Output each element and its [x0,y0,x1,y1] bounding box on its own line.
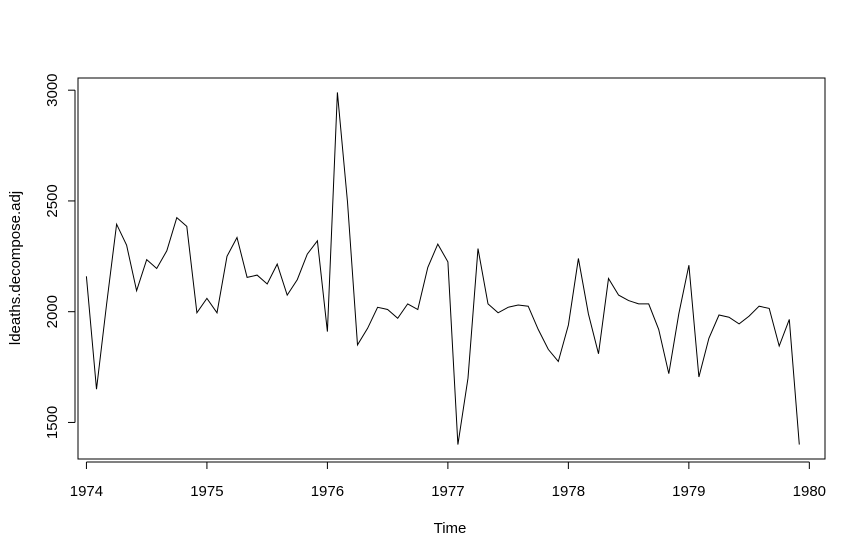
y-axis-label: ldeaths.decompose.adj [7,191,24,345]
y-tick-label: 2500 [44,184,61,217]
x-tick-label: 1975 [190,483,223,500]
y-tick-label: 3000 [44,73,61,106]
x-tick-label: 1979 [672,483,705,500]
x-axis: 1974 1975 1976 1977 1978 1979 1980 [70,461,826,500]
data-points [86,92,800,445]
x-tick-label: 1977 [431,483,464,500]
plot-frame [77,77,826,460]
x-tick-label: 1978 [552,483,585,500]
x-tick-label: 1976 [311,483,344,500]
y-tick-label: 1500 [44,406,61,439]
y-axis: 1500 2000 2500 3000 [44,73,76,439]
x-tick-label: 1974 [70,483,103,500]
x-tick-label: 1980 [793,483,826,500]
series-line [85,92,800,445]
y-tick-label: 2000 [44,295,61,328]
x-axis-label: Time [434,520,467,537]
